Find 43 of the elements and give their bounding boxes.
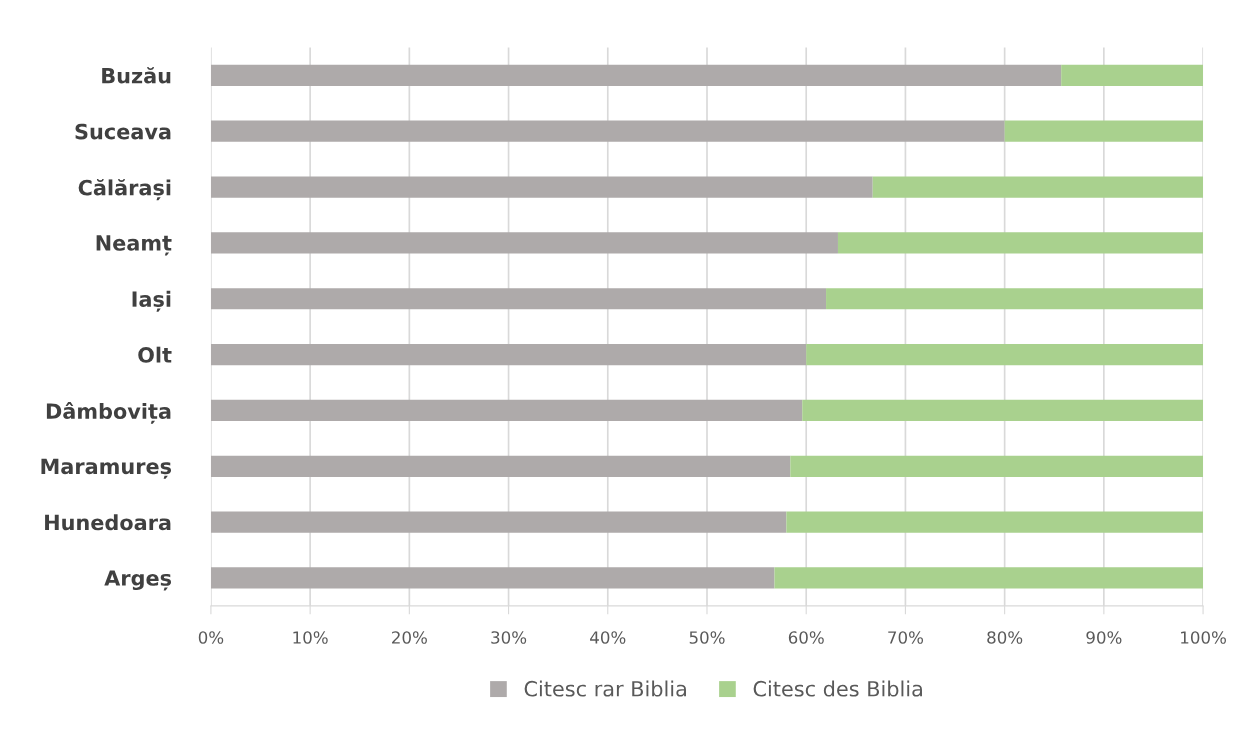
bar — [210, 64, 1062, 86]
bar — [210, 232, 838, 254]
x-tick-label: 40% — [590, 631, 626, 644]
bar — [774, 567, 1204, 589]
bar — [210, 511, 787, 533]
y-tick-label: Buzău — [102, 66, 171, 84]
x-tick-label: 10% — [293, 631, 328, 644]
bar — [826, 288, 1204, 310]
legend-label: Citesc rar Biblia — [524, 680, 686, 697]
x-tick-label: 90% — [1086, 631, 1122, 644]
y-tick-label: Argeș — [104, 570, 172, 591]
y-tick-label: Olt — [138, 346, 172, 363]
x-tick-label: 100% — [1181, 631, 1226, 644]
y-tick-label: Neamț — [96, 235, 172, 256]
x-tick-label: 0% — [198, 631, 224, 644]
y-tick-label: Călărași — [78, 178, 171, 201]
x-tick-label: 30% — [491, 631, 527, 644]
bar — [1061, 64, 1204, 86]
x-tick-label: 70% — [888, 631, 924, 644]
y-tick-label: Suceava — [75, 123, 171, 140]
bar — [1004, 120, 1204, 142]
bar — [786, 511, 1204, 533]
x-tick-label: 20% — [392, 631, 427, 644]
y-tick-label: Iași — [132, 290, 171, 312]
x-tick-label: 80% — [987, 631, 1023, 644]
x-tick-label: 50% — [689, 631, 725, 644]
bar — [802, 399, 1204, 422]
x-tick-label: 60% — [788, 631, 824, 644]
bar — [806, 343, 1204, 366]
y-tick-label: Maramureș — [41, 458, 172, 479]
bar — [210, 567, 775, 589]
bar — [210, 455, 791, 477]
bar — [210, 120, 1005, 142]
legend-label: Citesc des Biblia — [753, 680, 922, 697]
y-tick-label: Dâmbovița — [46, 402, 171, 424]
bar — [210, 176, 873, 198]
bar — [210, 399, 803, 422]
bar — [210, 343, 807, 366]
bar — [210, 288, 827, 310]
y-tick-label: Hunedoara — [45, 514, 171, 531]
bar — [790, 455, 1204, 477]
bar — [872, 176, 1204, 198]
bar — [837, 232, 1204, 254]
